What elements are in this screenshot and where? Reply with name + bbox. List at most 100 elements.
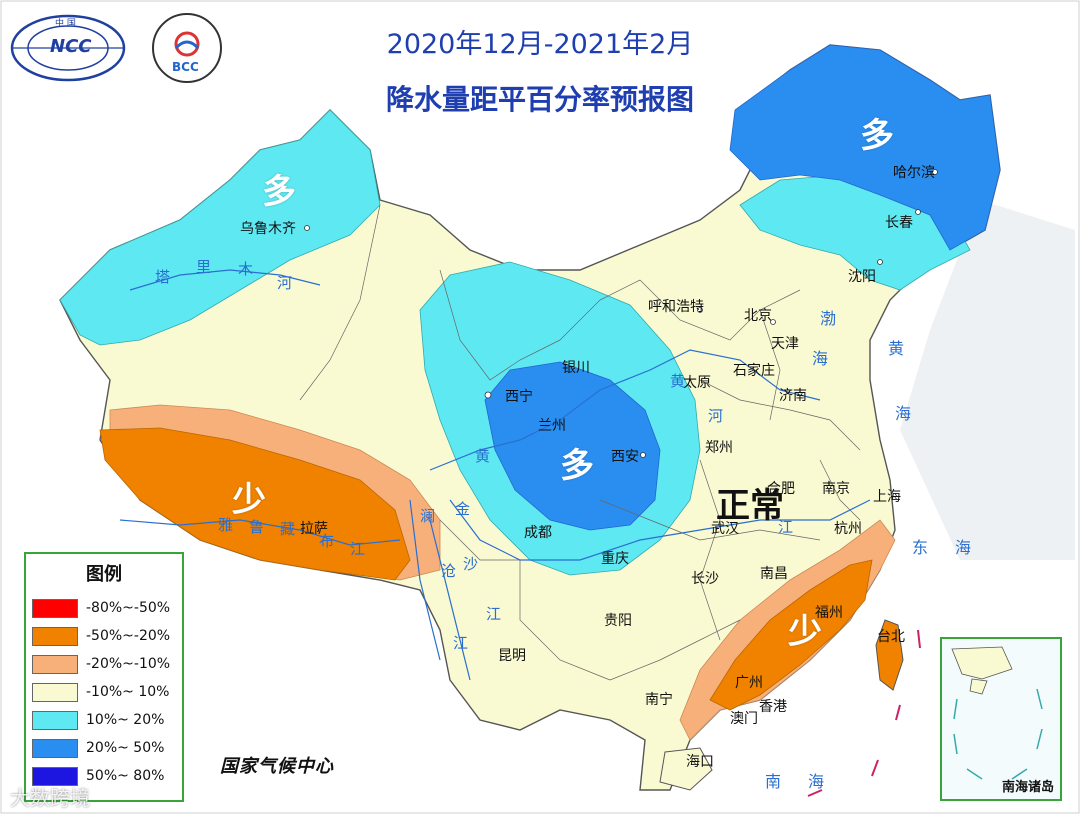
south-china-sea-inset: 南海诸岛 (940, 637, 1062, 801)
river-yangtze: 江 (778, 518, 794, 536)
map-title-period: 2020年12月-2021年2月 (386, 29, 694, 60)
city-nanjing: 南京 (822, 481, 850, 497)
city-guangzhou: 广州 (735, 675, 763, 691)
river-jinsha-1: 金 (455, 500, 471, 518)
city-chongqing: 重庆 (601, 551, 629, 567)
river-yarlung-1: 雅 (218, 516, 234, 534)
legend-label: -80%~-50% (86, 600, 171, 616)
legend-swatch (32, 766, 78, 786)
city-tianjin: 天津 (771, 336, 799, 352)
city-changchun: 长春 (885, 215, 913, 231)
city-shenyang: 沈阳 (848, 269, 876, 285)
region-label-xinjiang: 多 (262, 172, 296, 212)
city-xining: 西宁 (505, 389, 533, 405)
legend-label: 10%~ 20% (86, 712, 165, 728)
city-guiyang: 贵阳 (604, 613, 632, 629)
legend-label: -10%~ 10% (86, 684, 170, 700)
legend-swatch (32, 738, 78, 758)
river-huanghe-3: 河 (708, 407, 724, 425)
city-zhengzhou: 郑州 (705, 440, 733, 456)
sea-east-2: 海 (955, 538, 972, 557)
city-shanghai: 上海 (873, 489, 901, 505)
legend-item: -20%~-10% (26, 650, 182, 678)
bcc-logo-text: BCC (172, 60, 199, 74)
city-hohhot: 呼和浩特 (648, 299, 704, 315)
watermark: 大数跨境 (10, 786, 90, 810)
taiwan-island (875, 619, 904, 691)
region-label-southeast: 少 (788, 612, 822, 652)
ncc-logo-top: 中 国 (55, 19, 76, 29)
sea-bohai-2: 海 (812, 349, 829, 368)
river-tarim-4: 河 (277, 274, 293, 292)
city-beijing: 北京 (744, 308, 772, 324)
legend-label: 50%~ 80% (86, 768, 165, 784)
river-tarim-1: 塔 (155, 268, 171, 286)
legend-item: -50%~-20% (26, 622, 182, 650)
legend-item: 10%~ 20% (26, 706, 182, 734)
sea-yellow-1: 黄 (888, 339, 905, 358)
legend-title: 图例 (86, 564, 122, 585)
producer-label: 国家气候中心 (220, 756, 334, 777)
legend-swatch (32, 710, 78, 730)
city-taibei: 台北 (877, 629, 905, 645)
city-wuhan: 武汉 (711, 521, 739, 537)
city-macau: 澳门 (730, 711, 758, 727)
city-harbin: 哈尔滨 (893, 165, 935, 181)
river-tarim-2: 里 (196, 258, 212, 276)
legend-item: 50%~ 80% (26, 762, 182, 790)
city-chengdu: 成都 (524, 525, 552, 541)
city-nanchang: 南昌 (760, 566, 788, 582)
river-lancang-3: 江 (453, 634, 469, 652)
legend-item: -80%~-50% (26, 594, 182, 622)
legend-swatch (32, 626, 78, 646)
sea-east-1: 东 (912, 538, 929, 557)
region-label-center: 多 (560, 446, 594, 486)
river-yarlung-2: 鲁 (249, 518, 265, 536)
sea-yellow-2: 海 (895, 404, 912, 423)
river-yarlung-4: 布 (319, 532, 335, 550)
region-tibet-less (99, 427, 411, 581)
legend-item: 20%~ 50% (26, 734, 182, 762)
city-shijiazhuang: 石家庄 (733, 363, 775, 379)
province-boundaries (299, 204, 861, 681)
legend: 图例 -80%~-50% -50%~-20% -20%~-10% -10%~ 1… (24, 552, 184, 802)
river-jinsha-2: 沙 (463, 555, 479, 573)
sea-bohai-1: 渤 (820, 309, 837, 328)
rivers (119, 269, 871, 681)
maritime-border-dashes (807, 629, 921, 797)
region-label-northeast: 多 (860, 116, 894, 156)
city-fuzhou: 福州 (815, 605, 843, 621)
city-markers (304, 169, 938, 458)
bcc-logo (152, 13, 222, 83)
region-center-more (484, 361, 661, 531)
city-hefei: 合肥 (767, 481, 795, 497)
legend-swatch (32, 598, 78, 618)
river-lancang-2: 沧 (441, 562, 457, 580)
legend-swatch (32, 654, 78, 674)
sea-south-2: 海 (808, 772, 825, 791)
city-xian: 西安 (611, 449, 639, 465)
river-jinsha-3: 江 (486, 605, 502, 623)
river-yarlung-3: 藏 (280, 520, 296, 538)
region-label-tibet: 少 (232, 480, 266, 520)
sea-south-1: 南 (765, 772, 782, 791)
city-urumqi: 乌鲁木齐 (240, 221, 296, 237)
river-tarim-3: 木 (238, 260, 254, 278)
city-hangzhou: 杭州 (834, 521, 862, 537)
city-lanzhou: 兰州 (538, 418, 566, 434)
city-kunming: 昆明 (498, 648, 526, 664)
city-yinchuan: 银川 (562, 360, 590, 376)
river-huanghe-2: 黄 (670, 372, 686, 390)
river-huanghe-1: 黄 (475, 447, 491, 465)
region-southeast-less (709, 559, 873, 711)
river-yarlung-5: 江 (350, 540, 366, 558)
city-jinan: 济南 (779, 388, 807, 404)
legend-label: -50%~-20% (86, 628, 171, 644)
hainan-island (659, 747, 713, 791)
map-title: 降水量距平百分率预报图 (385, 83, 694, 116)
ncc-logo (10, 14, 126, 82)
city-changsha: 长沙 (691, 571, 719, 587)
city-nanning: 南宁 (645, 692, 673, 708)
